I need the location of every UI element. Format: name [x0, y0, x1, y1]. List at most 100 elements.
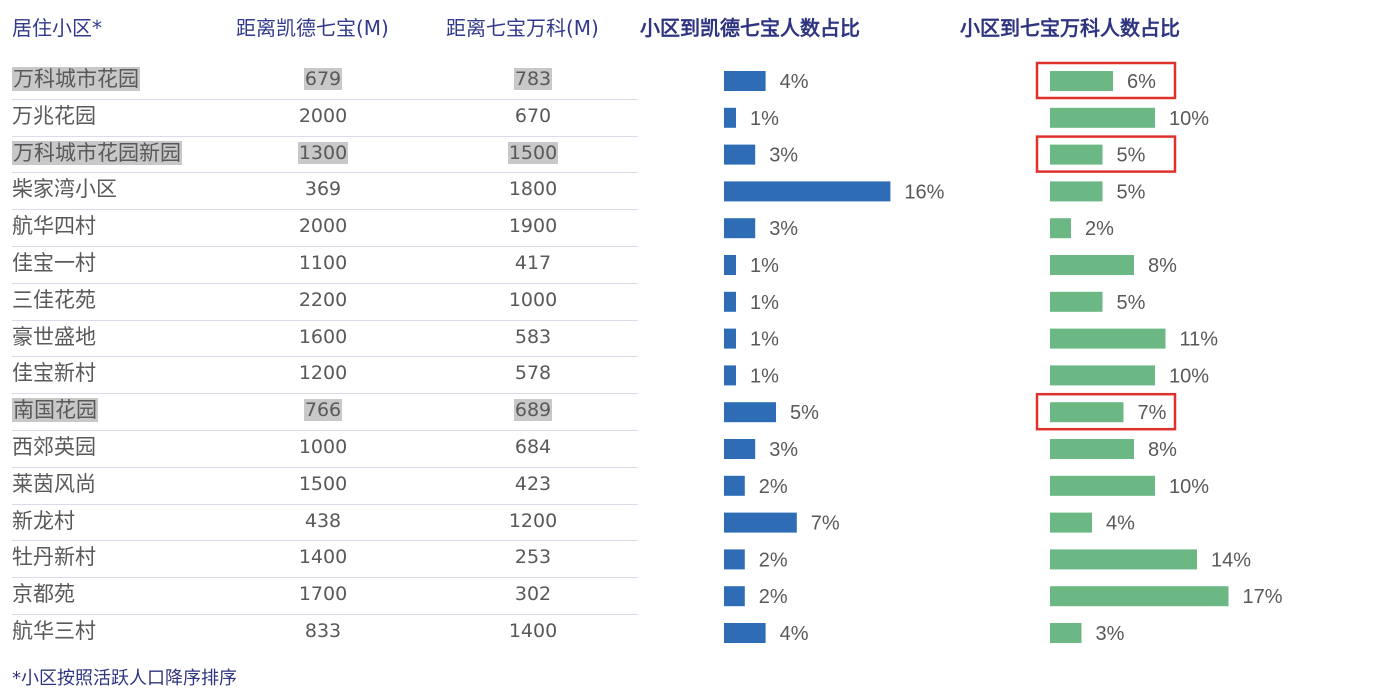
kaide-value-label: 1% — [750, 108, 779, 130]
kaide-value-label: 3% — [769, 218, 798, 240]
row-name: 南国花园 — [12, 398, 98, 423]
vanke-value-label: 2% — [1085, 218, 1114, 240]
vanke-value-label: 14% — [1211, 549, 1251, 571]
row-divider — [12, 172, 638, 174]
row-distance-kaide: 1500 — [298, 472, 348, 495]
vanke-value-label: 8% — [1148, 255, 1177, 277]
row-name: 牡丹新村 — [12, 545, 96, 570]
row-divider — [12, 503, 638, 505]
kaide-value-label: 3% — [769, 439, 798, 461]
vanke-value-label: 7% — [1138, 402, 1167, 424]
kaide-bar — [724, 107, 736, 128]
row-distance-kaide: 1700 — [298, 583, 348, 606]
kaide-bar — [724, 623, 766, 643]
row-distance-kaide: 1000 — [298, 436, 348, 458]
row-distance-vanke: 302 — [514, 583, 552, 606]
footnote: *小区按照活跃人口降序排序 — [12, 668, 237, 689]
vanke-value-label: 5% — [1117, 292, 1146, 314]
header-distance-kaide: 距离凯德七宝(M) — [236, 16, 389, 40]
vanke-value-label: 5% — [1117, 145, 1146, 167]
row-name: 万科城市花园新园 — [12, 140, 182, 165]
vanke-value-label: 4% — [1106, 513, 1135, 535]
row-distance-kaide: 2000 — [298, 104, 348, 127]
row-distance-vanke: 1500 — [507, 141, 559, 164]
row-distance-kaide: 1100 — [298, 252, 348, 274]
row-name: 佳宝一村 — [12, 251, 96, 275]
vanke-value-label: 10% — [1169, 365, 1209, 387]
kaide-bar — [724, 402, 776, 423]
row-distance-kaide: 1200 — [298, 362, 348, 385]
kaide-value-label: 3% — [769, 145, 798, 167]
row-name: 万科城市花园 — [12, 67, 140, 91]
vanke-bar — [1050, 365, 1155, 386]
vanke-value-label: 8% — [1148, 439, 1177, 461]
header-residence: 居住小区* — [12, 16, 102, 40]
header-share-vanke: 小区到七宝万科人数占比 — [960, 16, 1180, 40]
row-name: 柴家湾小区 — [12, 177, 117, 202]
row-distance-vanke: 1200 — [508, 509, 558, 532]
row-name: 豪世盛地 — [12, 324, 96, 349]
row-name: 京都苑 — [12, 582, 75, 607]
row-divider — [12, 430, 638, 431]
row-distance-vanke: 1800 — [508, 178, 558, 201]
vanke-value-label: 17% — [1243, 586, 1283, 608]
vanke-bar — [1050, 512, 1092, 533]
row-distance-vanke: 1900 — [508, 215, 558, 238]
vanke-bar — [1050, 107, 1155, 128]
row-distance-vanke: 689 — [513, 399, 553, 422]
row-distance-kaide: 1400 — [298, 546, 348, 569]
row-name: 新龙村 — [12, 508, 75, 533]
vanke-value-label: 6% — [1127, 71, 1156, 93]
vanke-value-label: 3% — [1096, 623, 1125, 645]
row-distance-vanke: 1000 — [508, 288, 558, 311]
kaide-bar — [724, 291, 736, 312]
row-name: 西郊英园 — [12, 435, 96, 459]
row-divider — [12, 319, 638, 321]
row-distance-kaide: 2000 — [298, 215, 348, 238]
vanke-value-label: 10% — [1169, 476, 1209, 498]
vanke-bar — [1050, 291, 1103, 312]
row-divider — [12, 246, 638, 247]
highlight-box — [1035, 135, 1177, 173]
row-distance-vanke: 670 — [514, 104, 552, 127]
row-divider — [12, 135, 638, 137]
kaide-bar — [724, 549, 745, 570]
row-name: 莱茵风尚 — [12, 471, 96, 496]
vanke-bar — [1050, 402, 1124, 423]
row-name: 万兆花园 — [12, 103, 96, 128]
row-divider — [12, 577, 638, 579]
row-distance-kaide: 369 — [304, 178, 342, 201]
kaide-bar — [724, 512, 797, 533]
vanke-bar — [1050, 475, 1155, 496]
kaide-value-label: 1% — [750, 365, 779, 387]
row-distance-vanke: 417 — [514, 252, 552, 274]
kaide-bar — [724, 328, 736, 349]
vanke-value-label: 10% — [1169, 108, 1209, 130]
header-share-kaide: 小区到凯德七宝人数占比 — [640, 16, 860, 40]
highlight-box — [1035, 392, 1177, 431]
row-divider — [12, 98, 638, 100]
row-name: 航华四村 — [12, 214, 96, 239]
kaide-value-label: 2% — [759, 586, 788, 608]
row-distance-kaide: 679 — [303, 68, 343, 90]
kaide-value-label: 2% — [759, 476, 788, 498]
vanke-bar — [1050, 71, 1113, 91]
vanke-bar — [1050, 144, 1103, 165]
row-distance-kaide: 438 — [304, 509, 342, 532]
row-divider — [12, 282, 638, 284]
row-divider — [12, 356, 638, 358]
row-name: 三佳花苑 — [12, 287, 96, 312]
row-distance-kaide: 2200 — [298, 288, 348, 311]
kaide-bar — [724, 144, 756, 165]
kaide-value-label: 2% — [759, 549, 788, 571]
kaide-value-label: 1% — [750, 255, 779, 277]
row-distance-vanke: 423 — [514, 472, 552, 495]
row-name: 佳宝新村 — [12, 361, 96, 386]
row-divider — [12, 209, 638, 211]
highlight-box — [1035, 61, 1177, 100]
kaide-bar — [724, 255, 736, 275]
row-distance-kaide: 833 — [304, 620, 342, 642]
vanke-bar — [1050, 586, 1229, 607]
kaide-value-label: 5% — [790, 402, 819, 424]
